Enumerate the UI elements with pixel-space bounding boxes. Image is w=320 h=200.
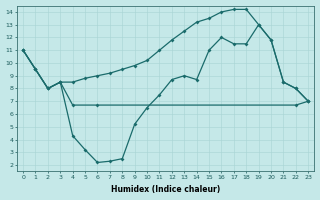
X-axis label: Humidex (Indice chaleur): Humidex (Indice chaleur) [111, 185, 220, 194]
